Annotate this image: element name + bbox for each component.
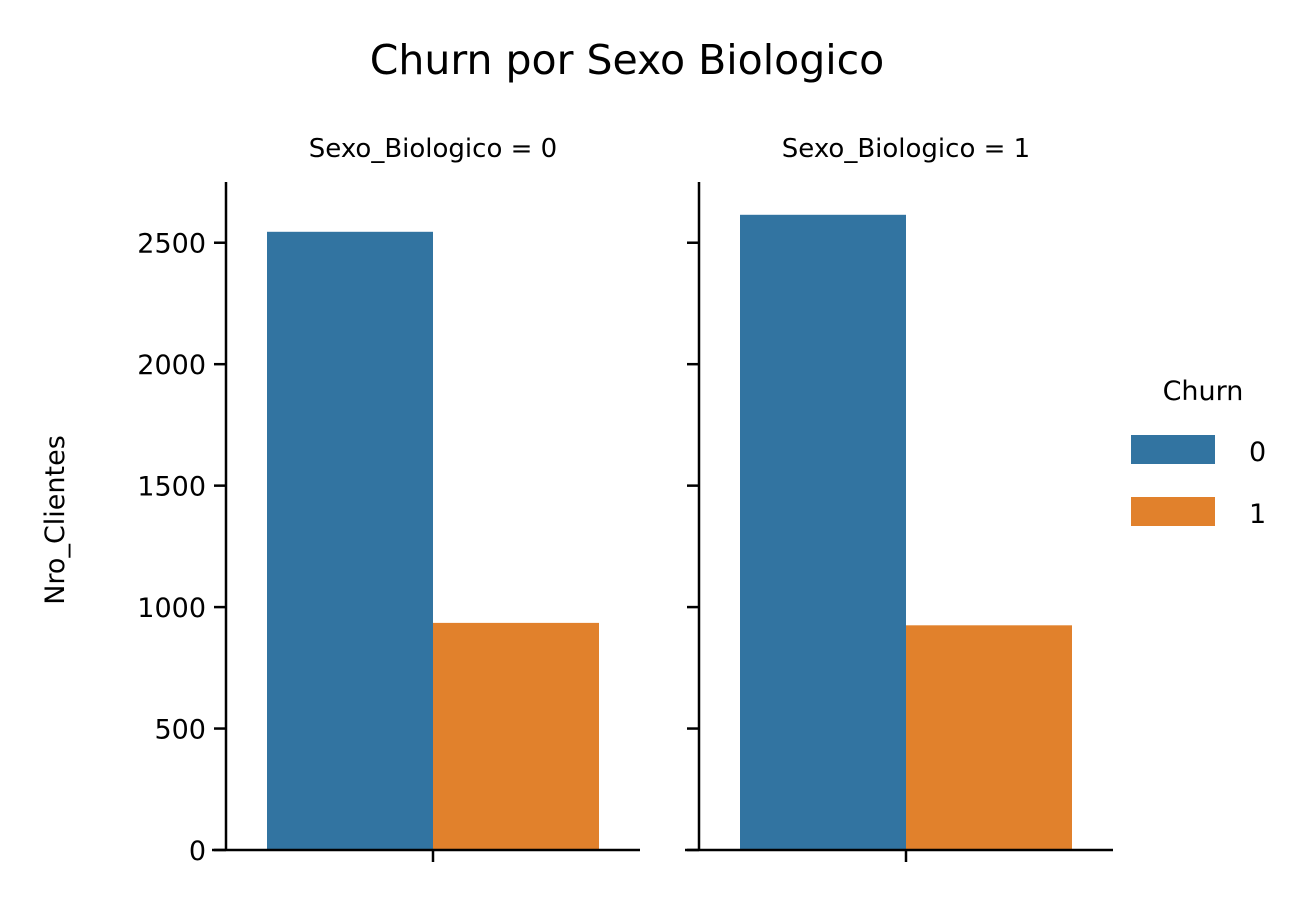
facet-title: Sexo_Biologico = 0 <box>309 134 557 164</box>
bar <box>433 622 599 850</box>
bar <box>906 625 1072 850</box>
y-axis-label: Nro_Clientes <box>40 435 71 605</box>
y-tick-label: 1500 <box>137 472 206 503</box>
chart-title: Churn por Sexo Biologico <box>370 36 885 84</box>
legend: Churn 0 1 <box>1131 376 1266 530</box>
legend-entry-label: 0 <box>1249 437 1266 468</box>
bar <box>267 231 433 850</box>
y-tick-label: 500 <box>154 715 206 746</box>
y-tick-label: 2000 <box>137 350 206 381</box>
bar <box>740 214 906 850</box>
legend-title: Churn <box>1163 376 1244 407</box>
facet-panel: Sexo_Biologico = 0 0 500 1000 1500 2000 2500 <box>137 134 640 867</box>
y-tick-label: 1000 <box>137 593 206 624</box>
legend-swatch <box>1131 435 1215 464</box>
y-tick-label: 2500 <box>137 229 206 260</box>
facet-title: Sexo_Biologico = 1 <box>782 134 1030 164</box>
y-tick-label: 0 <box>189 836 206 867</box>
facet-panel: Sexo_Biologico = 1 <box>685 134 1113 862</box>
legend-entry-label: 1 <box>1249 499 1266 530</box>
legend-swatch <box>1131 497 1215 526</box>
facets-layer: Sexo_Biologico = 005001000150020002500Se… <box>137 134 1113 867</box>
